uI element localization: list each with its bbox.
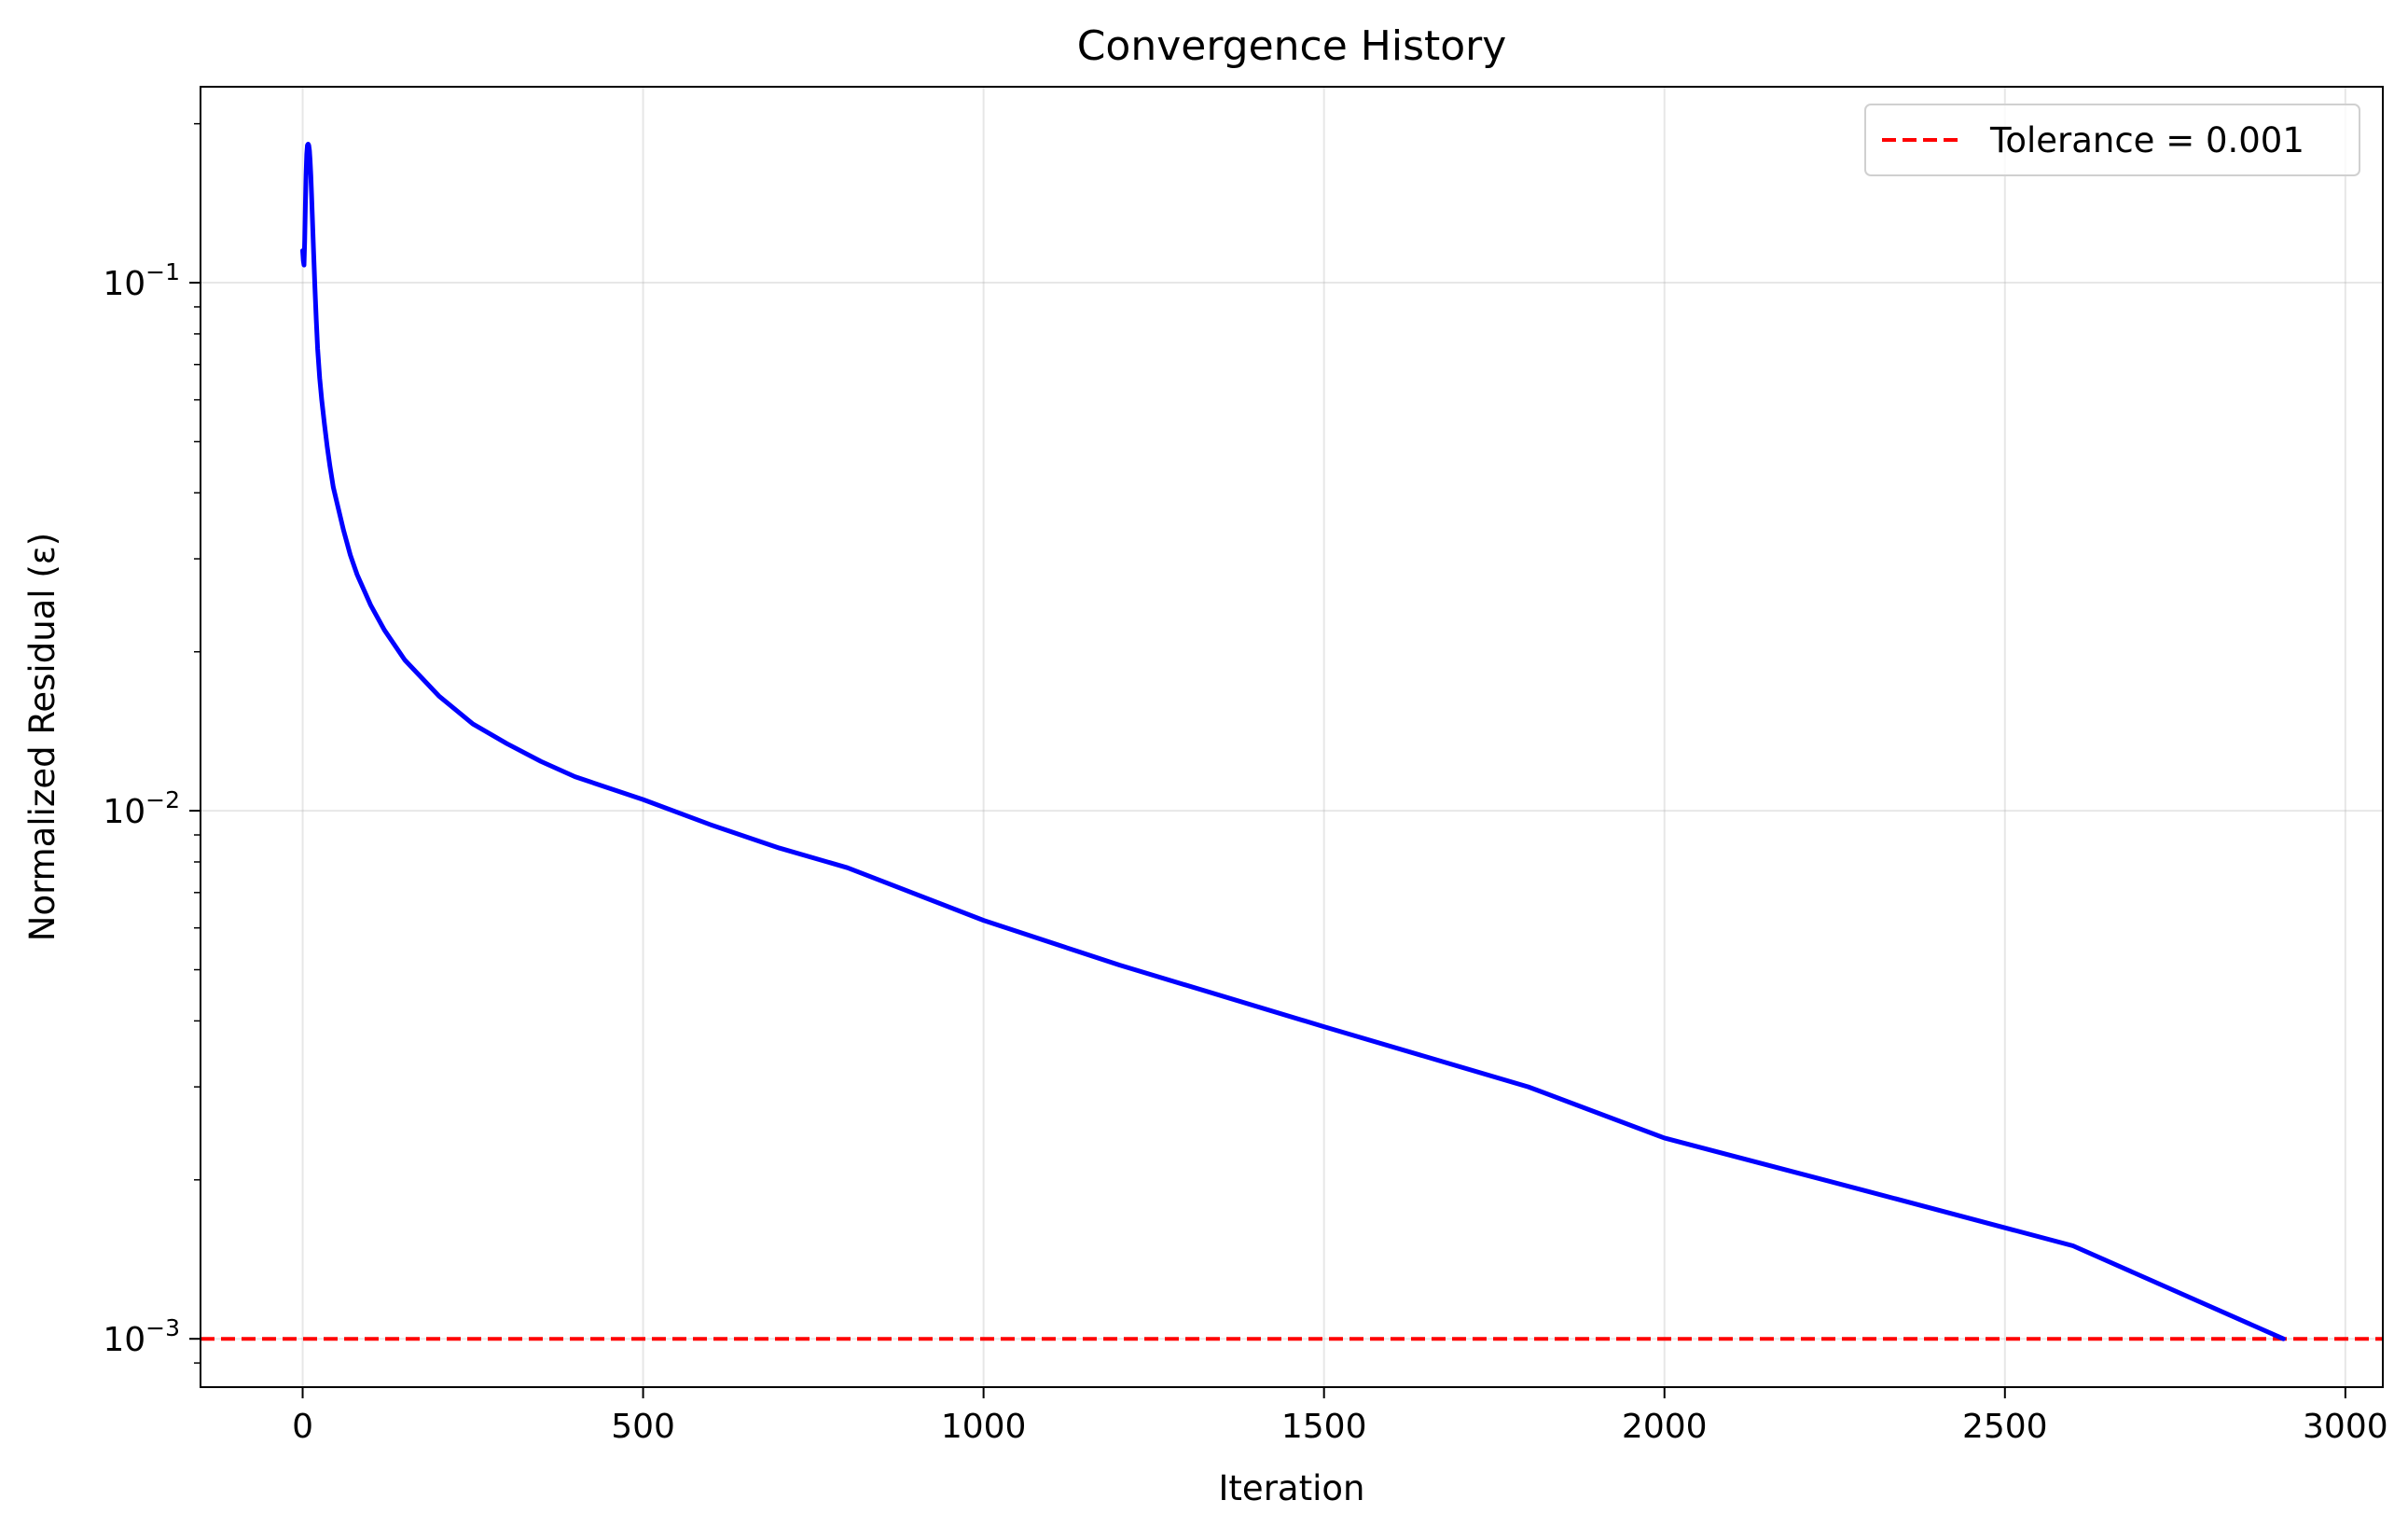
- x-tick-label: 1000: [941, 1408, 1027, 1446]
- x-tick-label: 0: [292, 1408, 313, 1446]
- y-tick-label: 10−3: [103, 1314, 180, 1359]
- x-tick-label: 2500: [1962, 1408, 2048, 1446]
- x-tick-label: 1500: [1281, 1408, 1367, 1446]
- x-tick-label: 500: [611, 1408, 675, 1446]
- x-tick-label: 3000: [2303, 1408, 2388, 1446]
- data-layer: [201, 141, 2383, 1341]
- x-axis-label: Iteration: [1219, 1468, 1365, 1508]
- chart-title: Convergence History: [1077, 22, 1507, 70]
- legend: Tolerance = 0.001: [1864, 104, 2360, 176]
- legend-label-tolerance: Tolerance = 0.001: [1989, 120, 2304, 160]
- x-tick-label: 2000: [1622, 1408, 1708, 1446]
- residual-line: [300, 141, 2286, 1341]
- minor-ticks: [194, 122, 201, 1364]
- legend-box: [1864, 104, 2360, 176]
- plot-area-frame: [200, 86, 2384, 1388]
- axis-ticks: 0 500 1000 1500 2000 2500 3000 10−1 10−2 10−3: [103, 258, 2387, 1446]
- y-tick-label: 10−1: [103, 258, 180, 303]
- y-axis-label: Normalized Residual (ε): [22, 533, 62, 941]
- y-tick-label: 10−2: [103, 786, 180, 831]
